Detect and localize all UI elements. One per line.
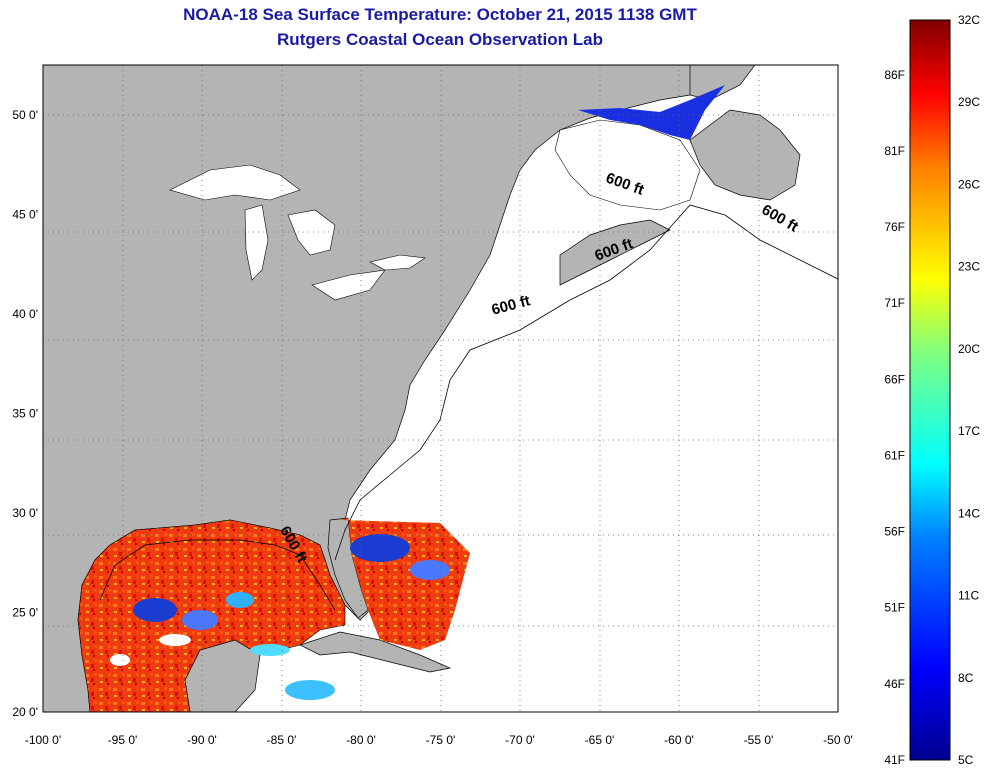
land-cuba — [299, 631, 452, 673]
lon-tick-label: -95 0' — [108, 733, 138, 747]
sst-cool-patch-atlantic-2 — [410, 560, 450, 580]
colorbar-celsius-labels: 32C 29C 26C 23C 20C 17C 14C 11C 8C 5C — [958, 13, 980, 767]
colorbar-celsius-label: 29C — [958, 95, 980, 109]
lon-tick-label: -55 0' — [744, 733, 774, 747]
lon-tick-label: -80 0' — [346, 733, 376, 747]
colorbar-celsius-label: 14C — [958, 506, 980, 520]
colorbar-fahrenheit-label: 86F — [884, 68, 905, 82]
map-title-line2: Rutgers Coastal Ocean Observation Lab — [277, 30, 603, 49]
lat-tick-label: 30 0' — [12, 506, 38, 520]
lon-tick-label: -50 0' — [823, 733, 853, 747]
longitude-ticks: -100 0' -95 0' -90 0' -85 0' -80 0' -75 0' -70… — [25, 733, 853, 747]
colorbar-celsius-label: 26C — [958, 177, 980, 191]
colorbar-fahrenheit-labels: 86F 81F 76F 71F 66F 61F 56F 51F 46F 41F — [884, 68, 905, 767]
gulf-of-st-lawrence — [554, 119, 701, 211]
lon-tick-label: -85 0' — [267, 733, 297, 747]
colorbar-celsius-label: 8C — [958, 671, 974, 685]
sst-cool-patch-atlantic — [350, 534, 410, 562]
lat-tick-label: 20 0' — [12, 705, 38, 719]
colorbar-fahrenheit-label: 71F — [884, 296, 905, 310]
latitude-ticks: 20 0' 25 0' 30 0' 35 0' 40 0' 45 0' 50 0' — [12, 108, 38, 719]
lon-tick-label: -65 0' — [585, 733, 615, 747]
lat-tick-label: 50 0' — [12, 108, 38, 122]
colorbar-fahrenheit-label: 61F — [884, 448, 905, 462]
lat-tick-label: 40 0' — [12, 307, 38, 321]
colorbar-celsius-label: 20C — [958, 342, 980, 356]
plot-frame — [42, 64, 839, 713]
sst-cool-patches — [110, 592, 335, 700]
colorbar-celsius-label: 5C — [958, 753, 974, 767]
lon-tick-label: -75 0' — [426, 733, 456, 747]
colorbar-fahrenheit-label: 46F — [884, 677, 905, 691]
colorbar-fahrenheit-label: 41F — [884, 753, 905, 767]
lon-tick-label: -100 0' — [25, 733, 61, 747]
colorbar-fahrenheit-label: 66F — [884, 372, 905, 386]
lat-tick-label: 45 0' — [12, 207, 38, 221]
colorbar-celsius-label: 23C — [958, 260, 980, 274]
lat-tick-label: 35 0' — [12, 406, 38, 420]
great-lakes — [169, 164, 426, 301]
colorbar-fahrenheit-label: 81F — [884, 144, 905, 158]
contour-600ft-gulf — [99, 539, 336, 611]
lon-tick-label: -70 0' — [505, 733, 535, 747]
colorbar — [909, 19, 951, 761]
lon-tick-label: -60 0' — [664, 733, 694, 747]
colorbar-celsius-label: 17C — [958, 424, 980, 438]
lon-tick-label: -90 0' — [187, 733, 217, 747]
colorbar-celsius-label: 32C — [958, 13, 980, 27]
land-labrador — [689, 65, 756, 101]
sst-st-lawrence — [578, 85, 725, 140]
lat-tick-label: 25 0' — [12, 605, 38, 619]
land-newfoundland — [689, 109, 801, 201]
colorbar-celsius-label: 11C — [958, 589, 979, 603]
colorbar-fahrenheit-label: 56F — [884, 525, 905, 539]
map-title-line1: NOAA-18 Sea Surface Temperature: October… — [183, 5, 697, 24]
colorbar-fahrenheit-label: 76F — [884, 220, 905, 234]
land-nova-scotia — [559, 219, 671, 286]
colorbar-fahrenheit-label: 51F — [884, 601, 905, 615]
